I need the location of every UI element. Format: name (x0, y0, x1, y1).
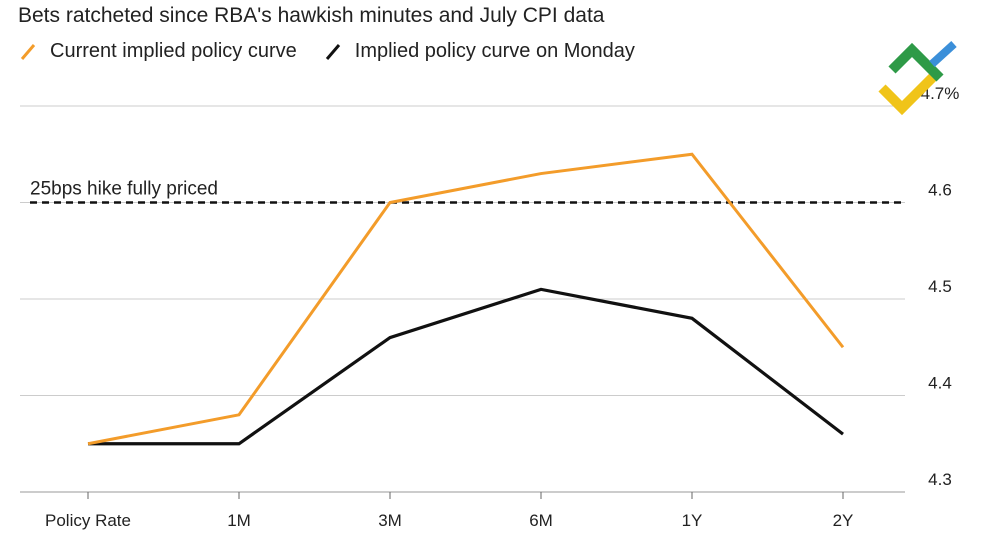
y-tick-label: 4.4 (928, 374, 952, 393)
y-tick-label: 4.6 (928, 181, 952, 200)
legend-item-monday: Implied policy curve on Monday (323, 40, 635, 63)
series-line-current (87, 152, 845, 446)
chart-title: Bets ratcheted since RBA's hawkish minut… (18, 4, 605, 27)
brand-logo-icon (878, 41, 957, 116)
x-tick-label: 1M (227, 511, 251, 530)
legend-swatch-monday (325, 43, 340, 60)
y-tick-label: 4.3 (928, 470, 952, 489)
x-tick-label: 3M (378, 511, 402, 530)
x-tick-label: 6M (529, 511, 553, 530)
legend-label-monday: Implied policy curve on Monday (354, 40, 635, 62)
x-tick-label: 2Y (833, 511, 854, 530)
y-tick-label: 4.7% (921, 84, 960, 103)
legend: Current implied policy curve Implied pol… (18, 40, 635, 63)
y-tick-label: 4.5 (928, 277, 952, 296)
reference-line-label: 25bps hike fully priced (30, 179, 218, 200)
legend-label-current: Current implied policy curve (50, 40, 297, 62)
x-tick-label: Policy Rate (45, 511, 131, 530)
series-line-monday (88, 287, 844, 446)
x-tick-label: 1Y (682, 511, 703, 530)
legend-swatch-current (20, 43, 36, 60)
legend-item-current: Current implied policy curve (18, 40, 297, 63)
